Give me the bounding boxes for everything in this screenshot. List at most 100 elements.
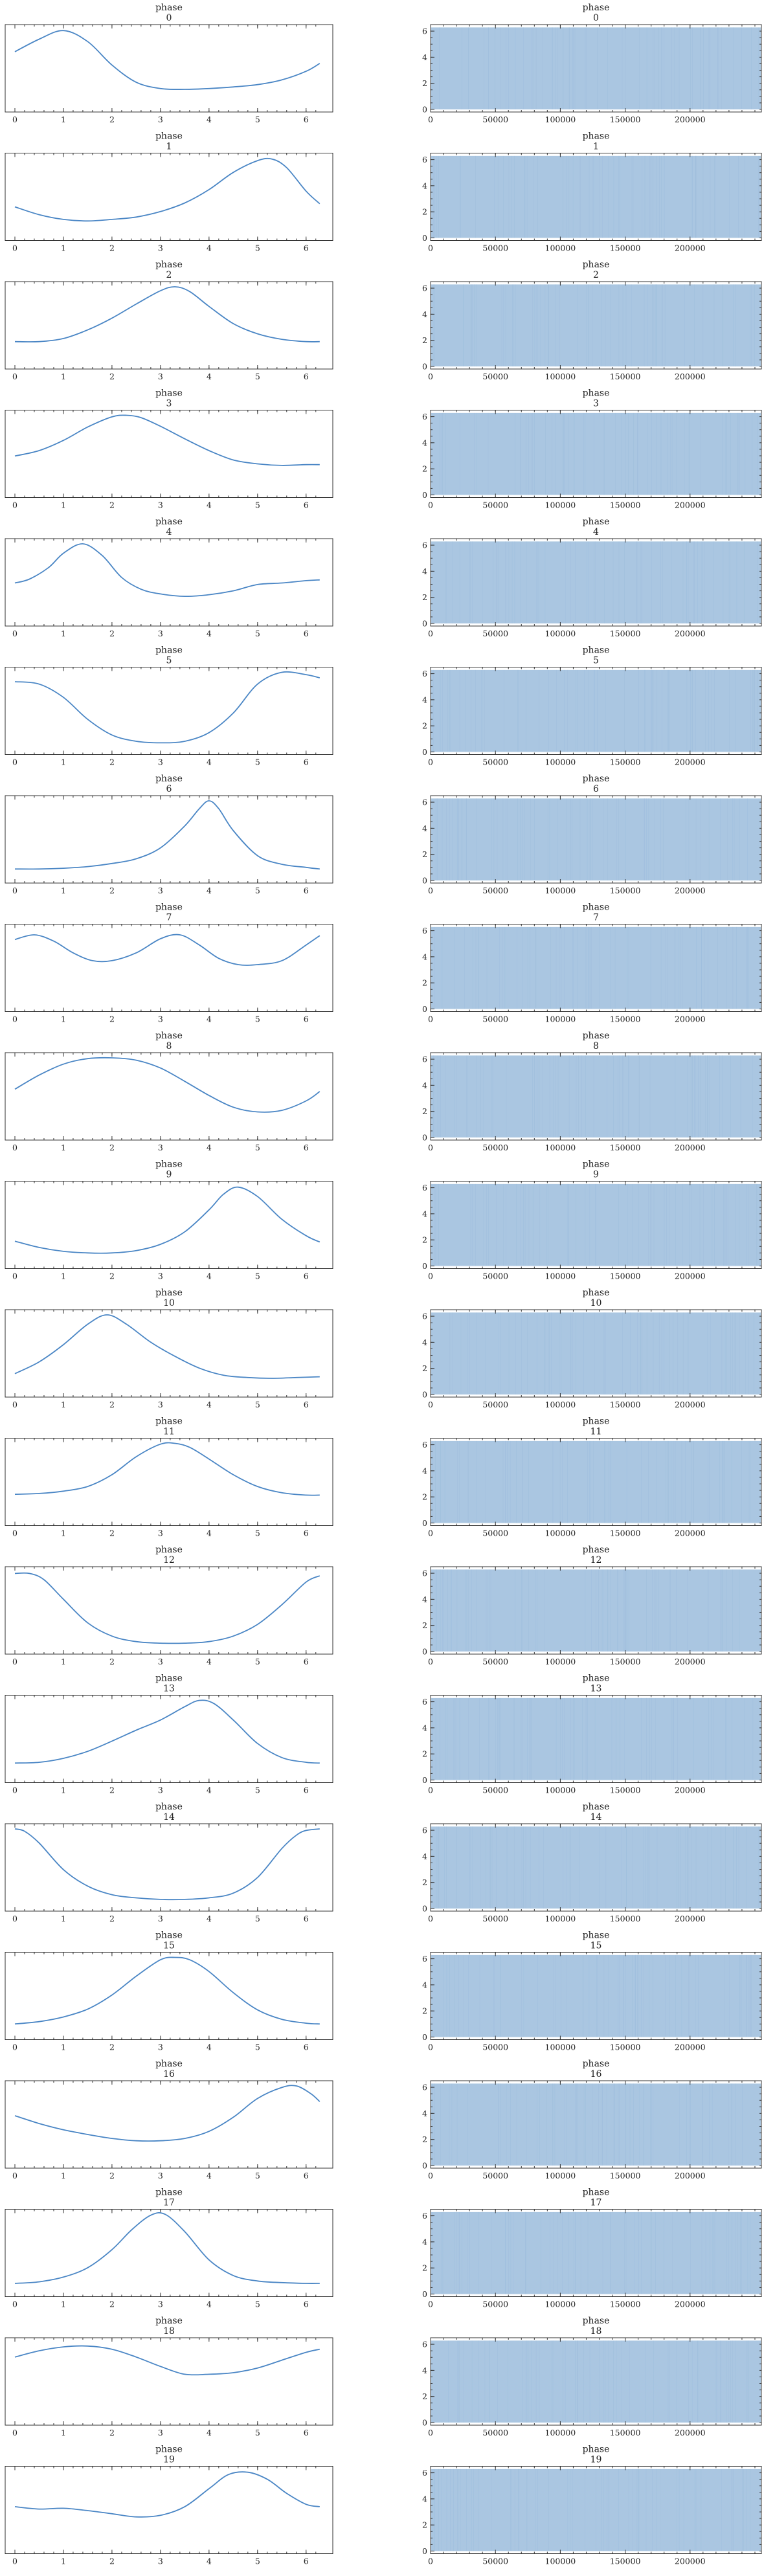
kde-x-tick-label: 4: [207, 1143, 212, 1152]
trace-x-tick-label: 0: [428, 1143, 433, 1152]
kde-x-tick-label: 6: [304, 372, 309, 381]
trace-x-tick-label: 200000: [675, 757, 706, 767]
trace-title-var: phase: [583, 131, 610, 142]
kde-x-tick-label: 4: [207, 1786, 212, 1795]
trace-x-tick-label: 50000: [482, 2171, 508, 2180]
kde-x-tick-label: 4: [207, 1657, 212, 1666]
trace-y-tick-label: 6: [422, 284, 427, 293]
kde-x-tick-label: 2: [109, 1271, 115, 1281]
trace-title-index: 5: [593, 656, 599, 666]
kde-x-tick-label: 6: [304, 243, 309, 253]
kde-x-tick-label: 1: [61, 2043, 66, 2052]
trace-title-index: 18: [590, 2326, 602, 2336]
trace-title-index: 17: [590, 2198, 602, 2208]
trace-x-tick-label: 150000: [610, 1529, 641, 1538]
kde-frame: [5, 795, 333, 884]
trace-title-var: phase: [583, 774, 610, 784]
trace-samples-band: [431, 1954, 761, 2037]
kde-x-tick-label: 1: [61, 1400, 66, 1409]
trace-x-tick-label: 100000: [545, 1400, 576, 1409]
trace-y-tick-label: 0: [422, 875, 427, 885]
trace-y-tick-label: 4: [422, 1980, 427, 1989]
kde-x-tick-label: 4: [207, 2557, 212, 2566]
trace-y-tick-label: 0: [422, 490, 427, 500]
trace-x-tick-label: 100000: [545, 243, 576, 253]
kde-curve: [14, 543, 320, 598]
kde-frame: [5, 1566, 333, 1655]
kde-x-tick-label: 1: [61, 1014, 66, 1024]
trace-y-tick-label: 0: [422, 1646, 427, 1656]
trace-frame: [430, 538, 762, 627]
trace-x-tick-label: 50000: [482, 1786, 508, 1795]
kde-x-tick-label: 6: [304, 1914, 309, 1923]
trace-x-tick-label: 100000: [545, 1657, 576, 1666]
trace-frame: [430, 153, 762, 241]
kde-curve: [14, 800, 320, 870]
trace-x-tick-label: 0: [428, 1529, 433, 1538]
trace-x-tick-label: 200000: [675, 243, 706, 253]
trace-samples-band: [431, 2212, 761, 2294]
kde-x-tick-label: 3: [158, 1657, 163, 1666]
trace-x-tick-label: 150000: [610, 1014, 641, 1024]
kde-x-tick-label: 0: [12, 115, 17, 124]
trace-y-tick-label: 4: [422, 1466, 427, 1475]
kde-curve: [14, 2345, 320, 2376]
kde-x-tick-label: 4: [207, 886, 212, 895]
trace-x-tick-label: 0: [428, 500, 433, 510]
kde-title-var: phase: [155, 131, 183, 142]
kde-title-var: phase: [155, 1802, 183, 1812]
trace-title-var: phase: [583, 1288, 610, 1298]
trace-y-tick-label: 4: [422, 1209, 427, 1218]
kde-x-tick-label: 5: [255, 1400, 260, 1409]
trace-x-tick-label: 100000: [545, 1914, 576, 1923]
kde-x-tick-label: 3: [158, 1143, 163, 1152]
kde-x-tick-label: 4: [207, 2171, 212, 2180]
trace-x-tick-label: 200000: [675, 1143, 706, 1152]
trace-y-tick-label: 6: [422, 669, 427, 678]
trace-x-tick-label: 200000: [675, 2171, 706, 2180]
kde-x-tick-label: 2: [109, 115, 115, 124]
trace-y-tick-label: 0: [422, 361, 427, 371]
kde-title-index: 13: [163, 1684, 175, 1694]
kde-curve: [14, 1186, 320, 1254]
trace-x-tick-label: 200000: [675, 2300, 706, 2309]
trace-frame: [430, 1438, 762, 1526]
kde-x-tick-label: 3: [158, 1400, 163, 1409]
trace-y-tick-label: 6: [422, 1183, 427, 1193]
kde-x-tick-label: 1: [61, 243, 66, 253]
kde-curve: [14, 1828, 320, 1901]
trace-title-var: phase: [583, 645, 610, 656]
trace-frame: [430, 1181, 762, 1269]
kde-x-tick-label: 4: [207, 115, 212, 124]
trace-y-tick-label: 4: [422, 309, 427, 319]
kde-x-tick-label: 4: [207, 1529, 212, 1538]
trace-frame: [430, 1823, 762, 1912]
kde-x-tick-label: 1: [61, 1529, 66, 1538]
kde-title-index: 9: [166, 1170, 172, 1180]
kde-curve: [14, 1699, 320, 1764]
kde-curve: [14, 2212, 320, 2284]
kde-x-tick-label: 0: [12, 1657, 17, 1666]
kde-x-tick-label: 0: [12, 2300, 17, 2309]
kde-x-tick-label: 0: [12, 2428, 17, 2437]
kde-title-index: 14: [163, 1812, 175, 1822]
kde-x-tick-label: 5: [255, 1657, 260, 1666]
kde-x-tick-label: 4: [207, 500, 212, 510]
kde-x-tick-label: 5: [255, 372, 260, 381]
trace-y-tick-label: 6: [422, 2340, 427, 2349]
trace-x-tick-label: 150000: [610, 500, 641, 510]
kde-frame: [5, 538, 333, 627]
kde-x-tick-label: 2: [109, 629, 115, 638]
trace-x-tick-label: 50000: [482, 629, 508, 638]
trace-y-tick-label: 6: [422, 27, 427, 36]
kde-x-tick-label: 6: [304, 2428, 309, 2437]
trace-y-tick-label: 4: [422, 2109, 427, 2118]
trace-x-tick-label: 200000: [675, 115, 706, 124]
trace-y-tick-label: 0: [422, 1389, 427, 1399]
kde-x-tick-label: 2: [109, 1014, 115, 1024]
trace-title-index: 9: [593, 1170, 599, 1180]
trace-x-tick-label: 150000: [610, 2300, 641, 2309]
kde-x-tick-label: 2: [109, 2043, 115, 2052]
